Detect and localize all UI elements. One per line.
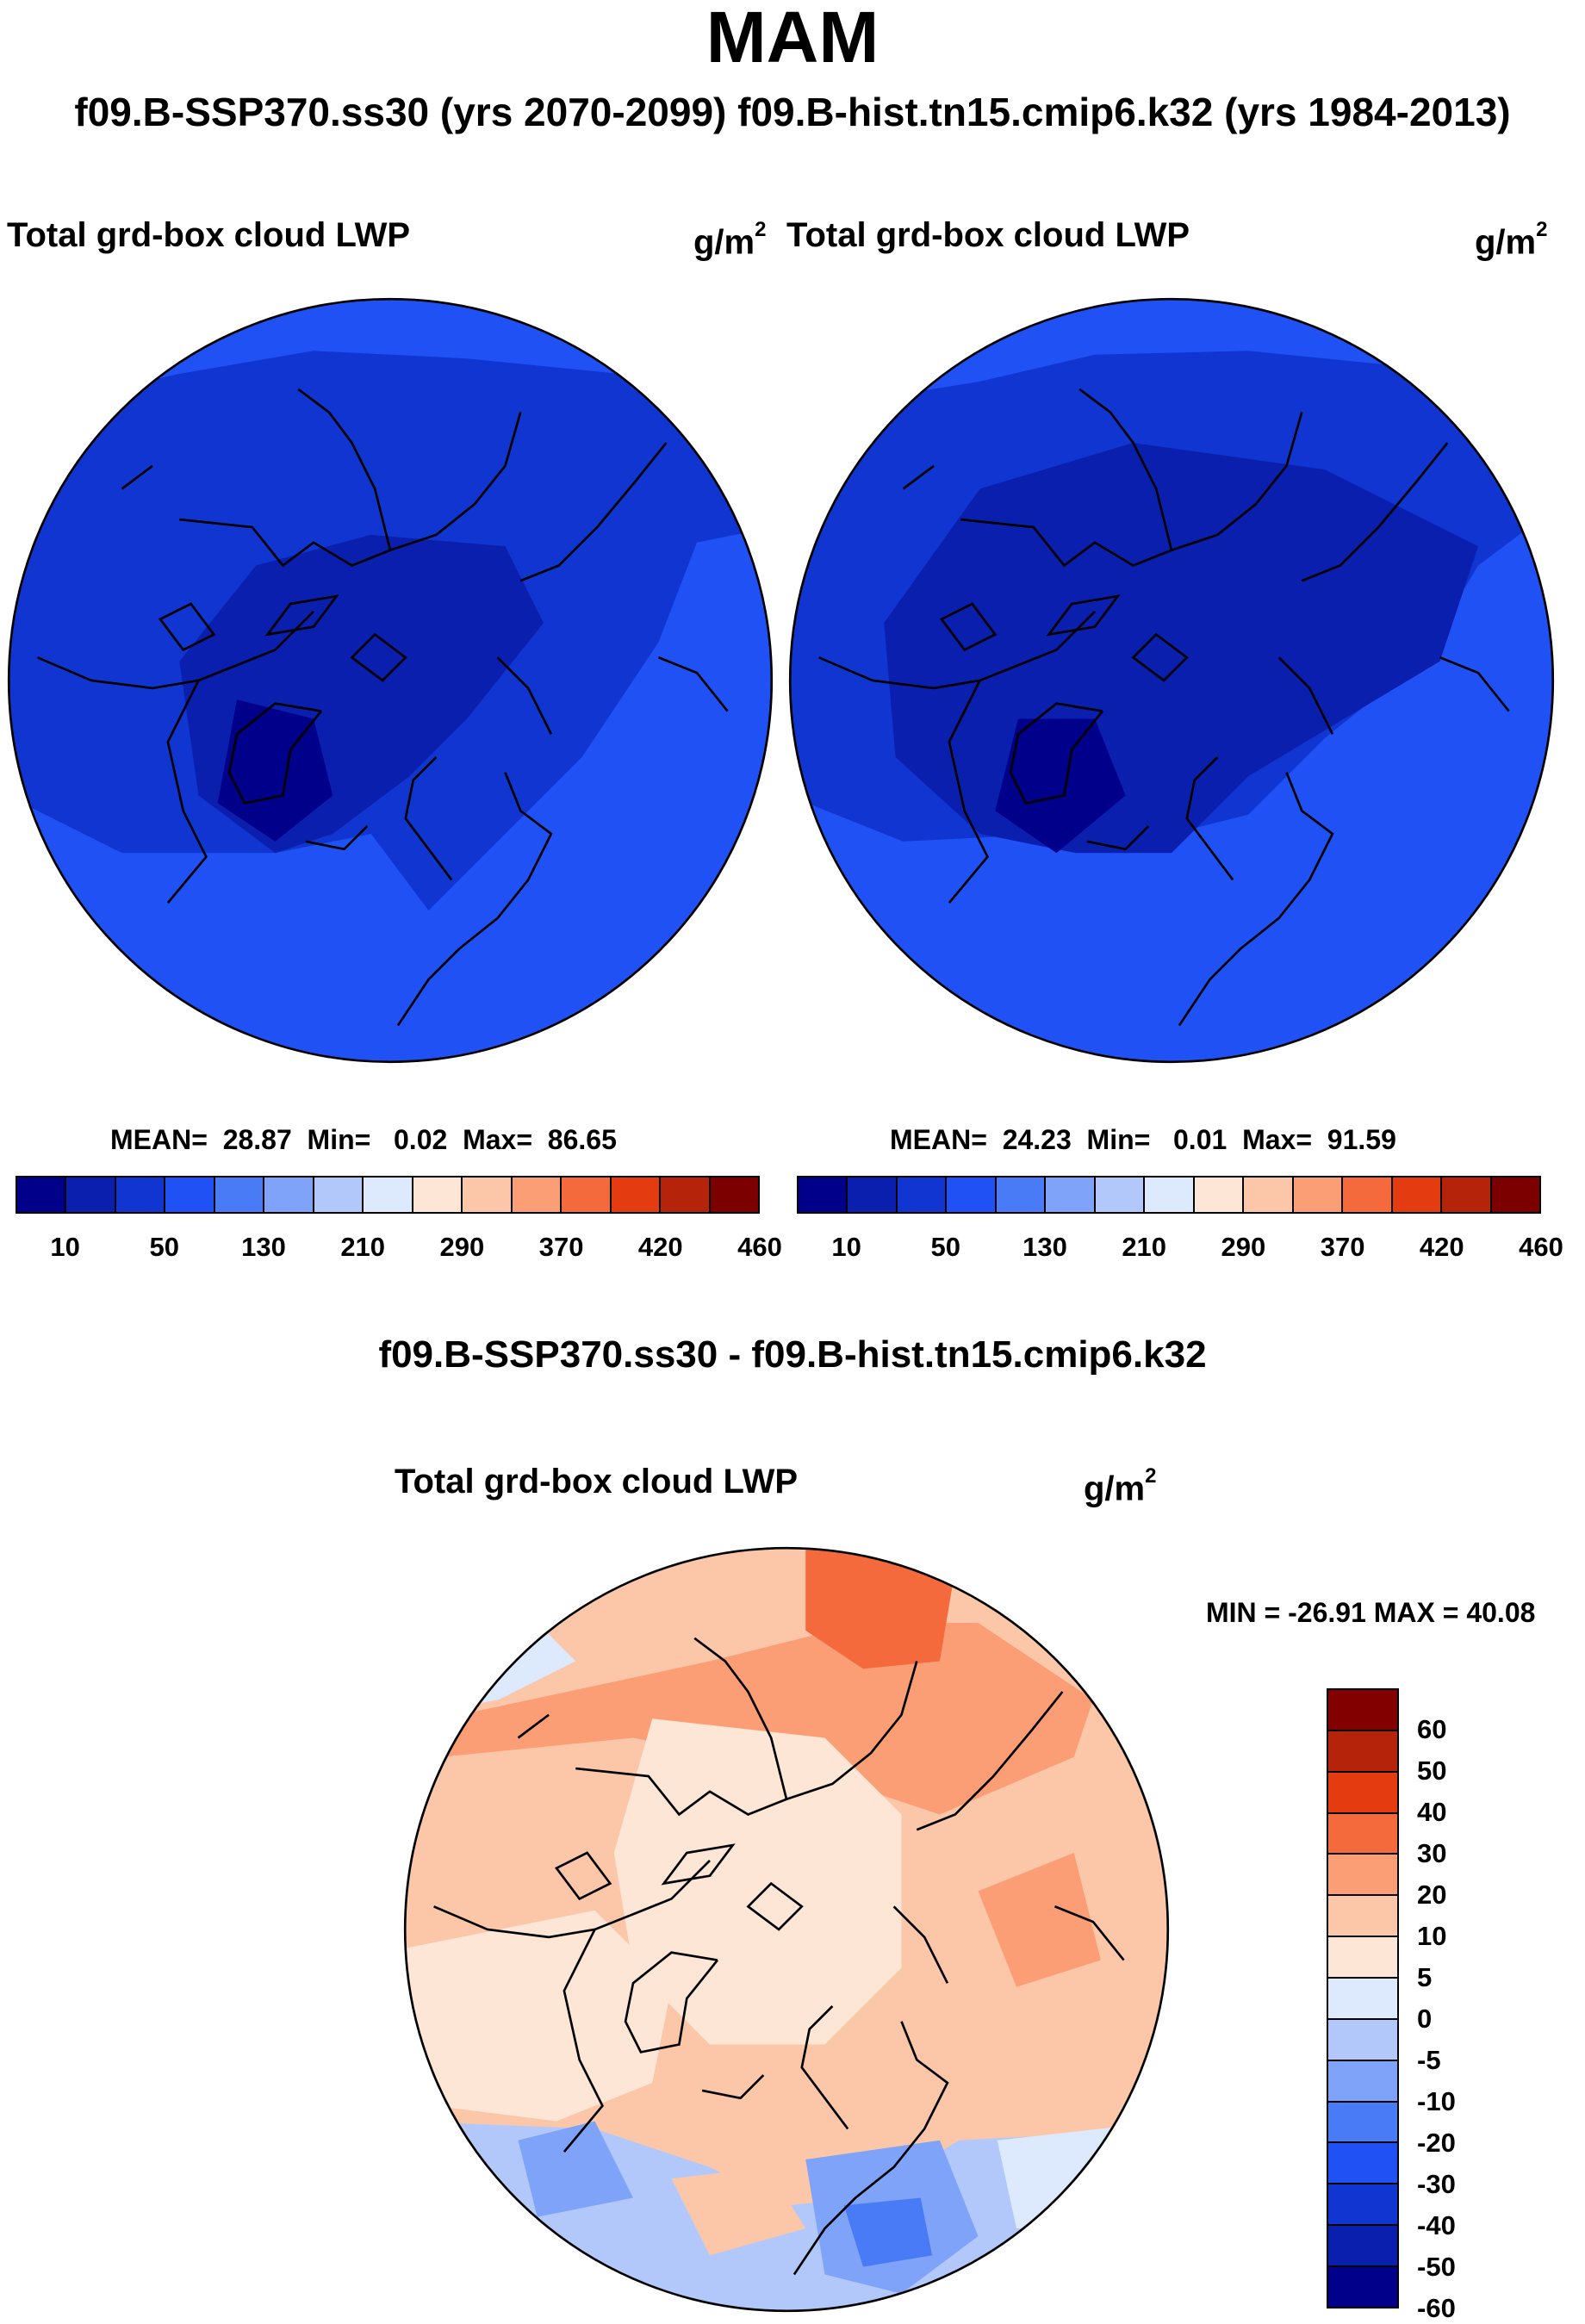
colorbar-swatch bbox=[1145, 1178, 1195, 1212]
colorbar-tick-label: 420 bbox=[1419, 1232, 1464, 1262]
colorbar-swatch bbox=[996, 1178, 1047, 1212]
left-colorbar-labels: 10 50 130 210 290 370 420 460 bbox=[16, 1230, 782, 1265]
colorbar-swatch bbox=[1328, 1690, 1397, 1731]
colorbar-swatch bbox=[1328, 1855, 1397, 1897]
colorbar-swatch bbox=[710, 1178, 759, 1212]
season-title: MAM bbox=[705, 0, 880, 78]
colorbar-swatch bbox=[1491, 1178, 1540, 1212]
colorbar-tick-label: 30 bbox=[1417, 1838, 1447, 1868]
experiment-subtitle: f09.B-SSP370.ss30 (yrs 2070-2099) f09.B-… bbox=[74, 90, 1511, 134]
colorbar-tick-label: 50 bbox=[930, 1232, 961, 1262]
difference-colorbar bbox=[1327, 1688, 1399, 2308]
colorbar-tick-label: 40 bbox=[1417, 1797, 1447, 1827]
left-panel-units: g/m2 bbox=[693, 218, 767, 262]
colorbar-tick-label: 0 bbox=[1417, 2004, 1433, 2034]
right-colorbar-labels: 10 50 130 210 290 370 420 460 bbox=[797, 1230, 1563, 1265]
colorbar-swatch bbox=[1328, 1979, 1397, 2020]
colorbar-swatch bbox=[66, 1178, 116, 1212]
colorbar-swatch bbox=[413, 1178, 463, 1212]
colorbar-tick-label: -40 bbox=[1417, 2210, 1456, 2240]
right-colorbar bbox=[797, 1176, 1541, 1214]
colorbar-tick-label: 210 bbox=[340, 1232, 386, 1262]
colorbar-swatch bbox=[1343, 1178, 1393, 1212]
colorbar-swatch bbox=[115, 1178, 166, 1212]
colorbar-swatch bbox=[1328, 1731, 1397, 1773]
colorbar-tick-label: -30 bbox=[1417, 2169, 1456, 2199]
colorbar-swatch bbox=[1328, 2102, 1397, 2144]
left-stats: MEAN= 28.87 Min= 0.02 Max= 86.65 bbox=[110, 1124, 617, 1155]
difference-colorbar-labels: 60 50 40 30 20 10 5 0 -5 -10 -20 -30 -40 -50 -60 bbox=[1417, 1688, 1520, 2323]
diff-minmax: MIN = -26.91 MAX = 40.08 bbox=[1206, 1597, 1536, 1628]
colorbar-swatch bbox=[661, 1178, 711, 1212]
colorbar-swatch bbox=[897, 1178, 948, 1212]
colorbar-tick-label: 10 bbox=[50, 1232, 80, 1262]
colorbar-tick-label: 60 bbox=[1417, 1714, 1447, 1744]
colorbar-swatch bbox=[611, 1178, 662, 1212]
colorbar-swatch bbox=[463, 1178, 513, 1212]
colorbar-swatch bbox=[1244, 1178, 1294, 1212]
left-colorbar bbox=[16, 1176, 760, 1214]
colorbar-tick-label: 460 bbox=[1519, 1232, 1563, 1262]
diff-panel-variable-title: Total grd-box cloud LWP bbox=[395, 1463, 799, 1501]
colorbar-tick-label: 290 bbox=[1221, 1232, 1266, 1262]
colorbar-swatch bbox=[1328, 2184, 1397, 2227]
colorbar-swatch bbox=[1328, 2226, 1397, 2268]
colorbar-swatch bbox=[1095, 1178, 1146, 1212]
colorbar-swatch bbox=[1328, 2267, 1397, 2307]
colorbar-tick-label: 10 bbox=[831, 1232, 861, 1262]
left-panel-variable-title: Total grd-box cloud LWP bbox=[7, 216, 411, 254]
right-panel-variable-title: Total grd-box cloud LWP bbox=[786, 216, 1190, 254]
colorbar-tick-label: -50 bbox=[1417, 2252, 1456, 2282]
colorbar-tick-label: 420 bbox=[637, 1232, 683, 1262]
colorbar-swatch bbox=[1328, 1813, 1397, 1855]
colorbar-tick-label: 290 bbox=[439, 1232, 485, 1262]
colorbar-tick-label: 50 bbox=[149, 1232, 180, 1262]
colorbar-swatch bbox=[1328, 1937, 1397, 1979]
colorbar-tick-label: 370 bbox=[1320, 1232, 1365, 1262]
colorbar-swatch bbox=[1046, 1178, 1096, 1212]
colorbar-swatch bbox=[799, 1178, 848, 1212]
colorbar-swatch bbox=[264, 1178, 314, 1212]
colorbar-swatch bbox=[214, 1178, 265, 1212]
diff-panel-units: g/m2 bbox=[1084, 1464, 1157, 1508]
colorbar-tick-label: 20 bbox=[1417, 1880, 1447, 1910]
colorbar-swatch bbox=[1328, 2143, 1397, 2185]
colorbar-swatch bbox=[1392, 1178, 1443, 1212]
colorbar-swatch bbox=[165, 1178, 215, 1212]
colorbar-tick-label: 130 bbox=[1022, 1232, 1067, 1262]
colorbar-tick-label: -10 bbox=[1417, 2086, 1456, 2116]
colorbar-swatch bbox=[1328, 2060, 1397, 2103]
colorbar-swatch bbox=[1194, 1178, 1245, 1212]
colorbar-tick-label: -60 bbox=[1417, 2293, 1456, 2323]
colorbar-swatch bbox=[314, 1178, 364, 1212]
colorbar-swatch bbox=[1328, 2019, 1397, 2061]
right-panel-units: g/m2 bbox=[1475, 218, 1548, 262]
colorbar-swatch bbox=[512, 1178, 563, 1212]
colorbar-tick-label: -20 bbox=[1417, 2128, 1456, 2158]
colorbar-swatch bbox=[848, 1178, 898, 1212]
colorbar-tick-label: -5 bbox=[1417, 2045, 1441, 2075]
colorbar-tick-label: 460 bbox=[737, 1232, 782, 1262]
colorbar-swatch bbox=[1328, 1772, 1397, 1814]
colorbar-swatch bbox=[562, 1178, 612, 1212]
right-polar-map bbox=[788, 297, 1555, 1064]
colorbar-tick-label: 210 bbox=[1122, 1232, 1167, 1262]
colorbar-tick-label: 130 bbox=[241, 1232, 286, 1262]
colorbar-tick-label: 10 bbox=[1417, 1921, 1447, 1951]
difference-title: f09.B-SSP370.ss30 - f09.B-hist.tn15.cmip… bbox=[378, 1333, 1207, 1376]
colorbar-tick-label: 50 bbox=[1417, 1755, 1447, 1786]
colorbar-tick-label: 5 bbox=[1417, 1962, 1433, 1992]
colorbar-swatch bbox=[947, 1178, 997, 1212]
colorbar-swatch bbox=[364, 1178, 413, 1212]
left-polar-map bbox=[7, 297, 774, 1064]
colorbar-swatch bbox=[1442, 1178, 1492, 1212]
colorbar-tick-label: 370 bbox=[538, 1232, 584, 1262]
colorbar-swatch bbox=[17, 1178, 67, 1212]
colorbar-swatch bbox=[1328, 1896, 1397, 1938]
difference-polar-map bbox=[403, 1546, 1170, 2313]
colorbar-swatch bbox=[1293, 1178, 1344, 1212]
right-stats: MEAN= 24.23 Min= 0.01 Max= 91.59 bbox=[890, 1124, 1396, 1155]
